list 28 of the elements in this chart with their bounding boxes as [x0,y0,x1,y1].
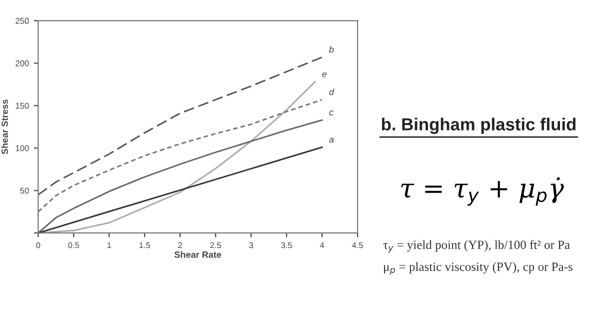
series-label: b [329,46,334,53]
x-tick-label: 2.5 [210,242,222,248]
x-tick-label: 4.5 [352,242,363,248]
x-tick-label: 4 [320,242,324,248]
text: τ = τ$_{y}$ + μ$_{p}$γ̇ [401,177,564,206]
series-label: e [322,72,327,78]
line-series [38,56,323,196]
y-axis-title: Shear Stress [1,100,8,154]
y-tick-label: 50 [20,188,29,194]
x-tick-label: 3.5 [281,242,292,248]
text: τ$_{y}$ = yield point (YP), lb/100 ft² or Pa [383,240,570,253]
x-axis-title: Shear Rate [174,251,222,258]
x-tick-label: 1 [107,242,112,248]
y-tick-label: 250 [16,18,29,24]
text: b. Bingham plastic fluid [382,118,576,134]
y-tick-label: 150 [16,102,29,109]
line-series [38,119,323,233]
x-tick-label: 1.5 [139,242,150,248]
x-tick-label: 2 [178,242,182,248]
x-tick-label: 0 [36,242,40,248]
x-tick-label: 3 [249,242,254,248]
series-label: d [329,88,334,96]
y-tick-label: 100 [16,145,29,152]
x-tick-label: 0.5 [68,242,80,248]
y-tick-label: 200 [16,60,29,66]
series-label: a [329,138,334,143]
text: μ$_{p}$ = plastic viscosity (PV), cp or Pa-s [384,262,572,275]
series-label: c [329,110,334,116]
